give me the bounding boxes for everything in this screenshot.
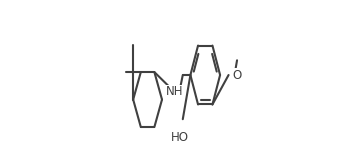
Text: O: O <box>232 69 241 81</box>
Text: HO: HO <box>171 131 189 144</box>
Text: NH: NH <box>165 85 183 98</box>
